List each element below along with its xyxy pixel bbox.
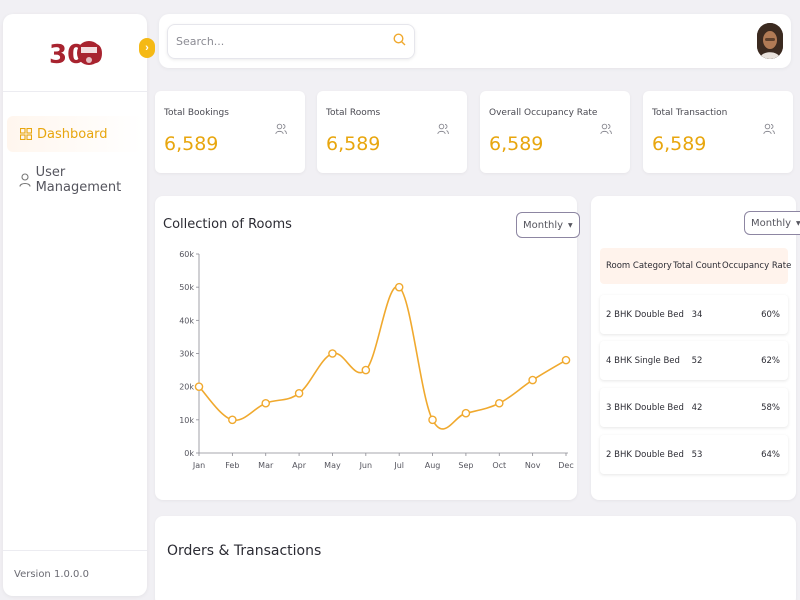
data-point[interactable] (294, 388, 304, 398)
x-tick-label: Dec (558, 461, 573, 470)
table-row: 2 BHK Double Bed 53 64% (600, 435, 788, 474)
caret-down-icon: ▼ (568, 221, 573, 229)
users-icon (437, 122, 451, 136)
sidebar: 300 Dashboard User Management Vers (3, 14, 147, 596)
table-row: 4 BHK Single Bed 52 62% (600, 341, 788, 380)
search-icon[interactable] (393, 32, 406, 51)
orders-title: Orders & Transactions (167, 543, 322, 559)
x-tick-label: Apr (292, 461, 307, 470)
cell-room-category: 4 BHK Single Bed (606, 355, 680, 366)
x-tick-label: Oct (492, 461, 506, 470)
data-point[interactable] (428, 415, 437, 425)
topbar (159, 14, 791, 68)
stat-value: 6,589 (326, 133, 381, 155)
users-icon (763, 122, 777, 136)
chart-title: Collection of Rooms (163, 217, 292, 232)
y-tick-label: 30k (179, 350, 194, 359)
x-tick-label: Sep (458, 461, 473, 470)
sidebar-nav: Dashboard User Management (3, 116, 147, 198)
users-icon (600, 122, 614, 136)
stat-card-total-rooms: Total Rooms 6,589 (317, 91, 467, 173)
stat-label: Overall Occupancy Rate (489, 108, 598, 118)
dropdown-label: Monthly (523, 219, 564, 231)
search-input[interactable] (176, 35, 393, 48)
search-box (167, 24, 415, 59)
data-point[interactable] (561, 355, 571, 365)
y-tick-label: 40k (179, 316, 194, 325)
stat-card-occupancy-rate: Overall Occupancy Rate 6,589 (480, 91, 630, 173)
stat-card-total-transaction: Total Transaction 6,589 (643, 91, 793, 173)
cell-occupancy-rate: 62% (761, 355, 780, 366)
brand-logo[interactable]: 300 (47, 31, 103, 75)
y-tick-label: 20k (179, 383, 194, 392)
room-category-card: Monthly ▼ Room Category Total Count Occu… (591, 196, 800, 500)
cell-occupancy-rate: 64% (761, 449, 780, 460)
collection-chart-card: Collection of Rooms Monthly ▼ 0k 10k 20k 30… (155, 196, 580, 500)
sidebar-item-label: User Management (35, 165, 122, 195)
column-header-total-count: Total Count (673, 261, 721, 271)
table-header: Room Category Total Count Occupancy Rate (600, 248, 792, 284)
data-point[interactable] (228, 415, 237, 425)
users-icon (275, 122, 289, 136)
caret-down-icon: ▼ (796, 219, 800, 227)
stat-value: 6,589 (652, 133, 707, 155)
data-point[interactable] (361, 365, 371, 375)
chevron-right-icon: › (145, 42, 149, 54)
x-tick-label: Jan (192, 461, 205, 470)
cell-occupancy-rate: 58% (761, 402, 780, 413)
data-point[interactable] (261, 398, 271, 408)
data-point[interactable] (528, 375, 537, 385)
user-icon (19, 173, 32, 187)
cell-room-category: 2 BHK Double Bed (606, 449, 684, 460)
column-header-occupancy-rate: Occupancy Rate (722, 261, 792, 271)
y-tick-label: 0k (184, 449, 194, 458)
data-point[interactable] (494, 398, 504, 408)
x-tick-label: Jul (393, 461, 404, 470)
x-tick-label: May (324, 461, 341, 470)
cell-occupancy-rate: 60% (761, 309, 780, 320)
cell-total-count: 42 (691, 402, 703, 413)
y-tick-label: 50k (179, 283, 194, 292)
data-point[interactable] (194, 382, 204, 391)
table-row: 3 BHK Double Bed 42 58% (600, 388, 788, 427)
line-chart: 0k 10k 20k 30k 40k 50k 60k Jan Feb Mar Apr May Jun Ju… (179, 250, 574, 470)
data-point[interactable] (394, 282, 404, 292)
stat-value: 6,589 (489, 133, 544, 155)
sidebar-item-label: Dashboard (37, 126, 108, 142)
x-tick-label: Jun (359, 461, 373, 470)
data-point[interactable] (328, 349, 337, 358)
dropdown-label: Monthly (751, 217, 792, 229)
logo-area: 300 (3, 14, 147, 92)
cell-total-count: 34 (691, 309, 703, 320)
cell-total-count: 53 (691, 449, 703, 460)
chart-period-dropdown[interactable]: Monthly ▼ (516, 212, 580, 238)
version-label: Version 1.0.0.0 (3, 550, 147, 596)
cell-room-category: 2 BHK Double Bed (606, 309, 684, 320)
x-tick-label: Feb (225, 461, 239, 470)
stat-value: 6,589 (164, 133, 219, 155)
dashboard-icon (19, 127, 33, 141)
stat-card-total-bookings: Total Bookings 6,589 (155, 91, 305, 173)
orders-card: Orders & Transactions (155, 516, 796, 600)
y-tick-label: 60k (179, 250, 194, 259)
sidebar-collapse-button[interactable]: › (139, 38, 155, 58)
data-point[interactable] (461, 408, 471, 418)
table-period-dropdown[interactable]: Monthly ▼ (744, 211, 800, 235)
cell-room-category: 3 BHK Double Bed (606, 402, 684, 413)
stat-label: Total Rooms (326, 108, 381, 118)
series-line (198, 286, 567, 430)
cell-total-count: 52 (691, 355, 703, 366)
table-row: 2 BHK Double Bed 34 60% (600, 295, 788, 334)
sidebar-item-dashboard[interactable]: Dashboard (7, 116, 143, 152)
x-tick-label: Nov (525, 461, 541, 470)
column-header-room-category: Room Category (606, 261, 672, 271)
y-tick-label: 10k (179, 416, 194, 425)
sidebar-item-user-management[interactable]: User Management (7, 162, 143, 198)
stat-label: Total Transaction (652, 108, 728, 118)
stat-label: Total Bookings (164, 108, 229, 118)
x-tick-label: Mar (258, 461, 274, 470)
x-tick-label: Aug (425, 461, 441, 470)
avatar[interactable] (757, 23, 783, 59)
